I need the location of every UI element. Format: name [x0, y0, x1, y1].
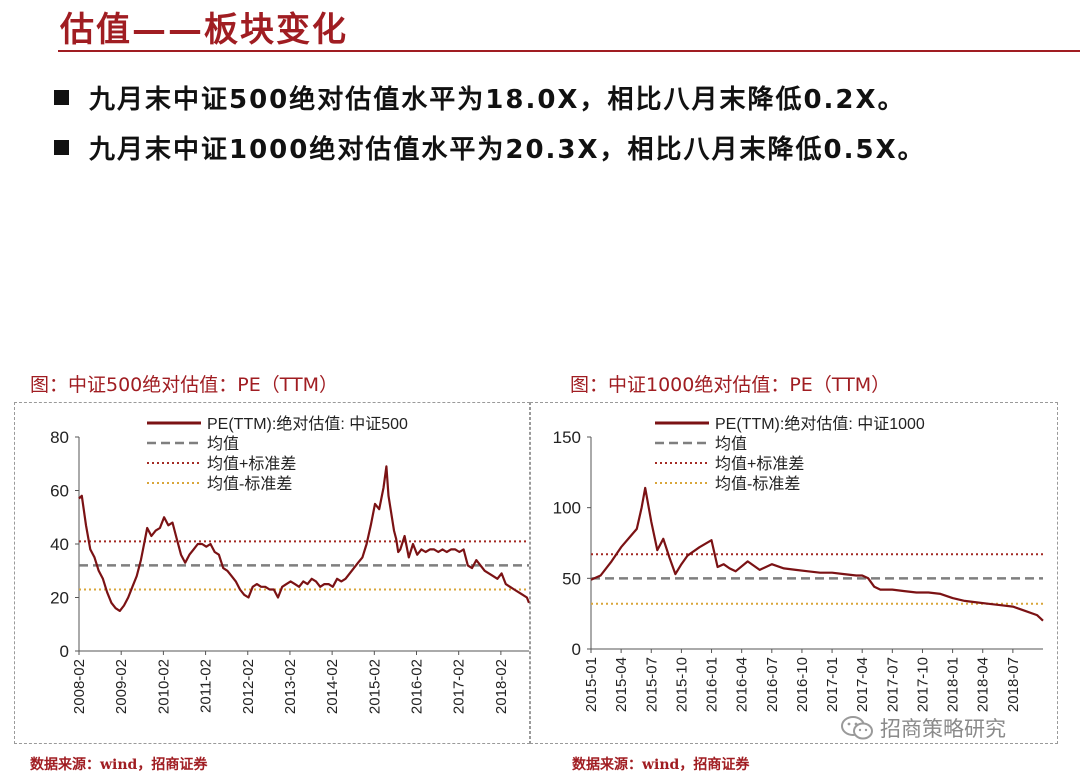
y-tick-label: 0 — [60, 642, 69, 661]
legend-label: 均值-标准差 — [207, 475, 292, 493]
x-tick-label: 2015-07 — [643, 657, 660, 712]
x-tick-label: 2008-02 — [71, 659, 88, 714]
x-tick-label: 2015-02 — [366, 659, 383, 714]
bullet-text: 九月末中证1000绝对估值水平为20.3X，相比八月末降低0.5X。 — [89, 134, 926, 165]
legend-label: 均值-标准差 — [715, 475, 800, 493]
legend-label: 均值 — [715, 435, 747, 453]
legend-label: 均值+标准差 — [207, 455, 296, 473]
square-bullet-icon — [54, 89, 69, 105]
x-tick-label: 2016-10 — [794, 657, 811, 712]
y-tick-label: 50 — [562, 569, 581, 588]
x-tick-label: 2017-10 — [914, 657, 931, 712]
x-tick-label: 2009-02 — [113, 659, 130, 714]
x-tick-label: 2015-04 — [613, 657, 630, 712]
x-tick-label: 2016-07 — [764, 657, 781, 712]
x-tick-label: 2017-04 — [854, 657, 871, 712]
x-tick-label: 2016-01 — [704, 657, 721, 712]
square-bullet-icon — [54, 139, 69, 155]
x-tick-label: 2015-10 — [673, 657, 690, 712]
x-tick-label: 2011-02 — [198, 659, 215, 713]
y-tick-label: 150 — [553, 428, 581, 447]
chart-csi1000: 0 50 100 150 2015-01 2015-04 2015-07 2015-10 201… — [530, 402, 1058, 744]
bullet-item: 九月末中证500绝对估值水平为18.0X，相比八月末降低0.2X。 — [54, 72, 926, 122]
x-tick-label: 2016-04 — [734, 657, 751, 712]
x-tick-label: 2013-02 — [282, 659, 299, 714]
chart-title-csi500: 图：中证500绝对估值：PE（TTM） — [30, 374, 338, 396]
x-tick-label: 2010-02 — [155, 659, 172, 714]
y-tick-label: 40 — [50, 535, 69, 554]
x-tick-label: 2017-02 — [451, 659, 468, 714]
bullet-text: 九月末中证500绝对估值水平为18.0X，相比八月末降低0.2X。 — [89, 84, 906, 115]
chart-title-csi1000: 图：中证1000绝对估值：PE（TTM） — [570, 374, 891, 396]
wechat-icon — [841, 716, 873, 740]
wechat-watermark: 招商策略研究 — [840, 713, 1006, 743]
x-tick-label: 2018-07 — [1005, 657, 1022, 712]
bullet-list: 九月末中证500绝对估值水平为18.0X，相比八月末降低0.2X。 九月末中证1… — [54, 72, 926, 172]
watermark-text: 招商策略研究 — [880, 717, 1006, 741]
slide-title: 估值——板块变化 — [60, 10, 348, 50]
y-tick-label: 100 — [553, 499, 581, 518]
y-tick-label: 20 — [50, 589, 69, 608]
pe-series-line — [590, 486, 1044, 622]
chart-csi500: 0 20 40 60 80 2008-02 2009-02 2010-02 2011-02 201… — [14, 402, 531, 744]
legend-label: PE(TTM):绝对估值: 中证500 — [207, 415, 408, 433]
x-tick-label: 2016-02 — [409, 659, 426, 714]
x-tick-label: 2014-02 — [324, 659, 341, 714]
pe-series-line — [78, 465, 531, 612]
source-note-csi1000: 数据来源：wind，招商证券 — [572, 757, 750, 773]
source-note-csi500: 数据来源：wind，招商证券 — [30, 757, 208, 773]
chart-csi500-plot: 0 20 40 60 80 2008-02 2009-02 2010-02 2011-02 201… — [50, 415, 531, 714]
y-tick-label: 60 — [50, 482, 69, 501]
legend-label: PE(TTM):绝对估值: 中证1000 — [715, 415, 925, 433]
legend-label: 均值+标准差 — [715, 455, 804, 473]
x-tick-label: 2018-01 — [945, 657, 962, 712]
chart-csi1000-plot: 0 50 100 150 2015-01 2015-04 2015-07 2015-10 201… — [553, 415, 1044, 712]
x-tick-label: 2017-01 — [824, 657, 841, 712]
y-tick-label: 0 — [572, 640, 581, 659]
x-tick-label: 2018-02 — [493, 659, 510, 714]
x-tick-label: 2012-02 — [240, 659, 257, 714]
x-tick-label: 2018-04 — [975, 657, 992, 712]
y-tick-label: 80 — [50, 428, 69, 447]
legend-label: 均值 — [207, 435, 239, 453]
x-tick-label: 2017-07 — [884, 657, 901, 712]
x-tick-label: 2015-01 — [583, 657, 600, 712]
title-underline — [58, 50, 1080, 52]
bullet-item: 九月末中证1000绝对估值水平为20.3X，相比八月末降低0.5X。 — [54, 122, 926, 172]
